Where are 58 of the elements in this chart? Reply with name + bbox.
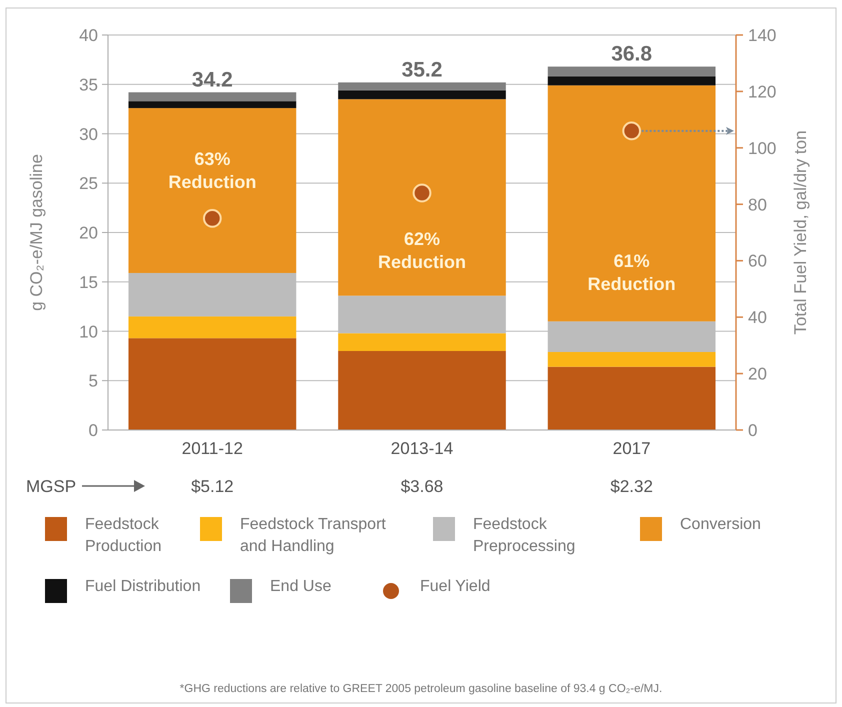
y2-tick-label: 100 — [748, 138, 776, 158]
bar — [338, 351, 506, 430]
bar — [128, 92, 296, 102]
legend-label: Fuel Yield — [420, 578, 490, 595]
legend-label: Conversion — [680, 516, 761, 533]
bar — [128, 316, 296, 338]
point — [202, 209, 222, 228]
annotation: 63% Reduction — [168, 149, 256, 192]
bar — [338, 99, 506, 296]
total-label: 34.2 — [192, 68, 233, 92]
bar — [128, 108, 296, 273]
text: $2.32 — [610, 477, 653, 496]
bar — [548, 366, 716, 430]
bar — [128, 101, 296, 108]
bar — [338, 90, 506, 100]
y2-tick-label: 20 — [748, 364, 767, 384]
bar — [548, 352, 716, 367]
text: $5.12 — [191, 477, 234, 496]
y2-tick-label: 120 — [748, 82, 776, 102]
y2-tick-label: 40 — [748, 308, 767, 328]
y2-tick-label: 140 — [748, 26, 776, 45]
y2-tick-label: 80 — [748, 195, 767, 214]
total-label: 35.2 — [402, 58, 442, 82]
text: *GHG reductions are relative to GREET 2005 petroleum gasoline baseline of 93.4 g CO₂-e/MJ. — [180, 683, 662, 695]
text: $3.68 — [400, 477, 444, 496]
y-tick-label: 15 — [79, 272, 98, 292]
bar — [338, 82, 506, 90]
bar — [548, 66, 716, 76]
legend-label: End Use — [270, 578, 332, 595]
total-label: 36.8 — [611, 42, 652, 66]
legend-label: Feedstock Preprocessing — [473, 516, 576, 555]
y-tick-label: 30 — [79, 124, 98, 144]
bar — [548, 85, 716, 322]
y-tick-label: 10 — [79, 322, 98, 342]
y2-tick-label: 0 — [748, 421, 758, 440]
x-tick-label: 2013-14 — [390, 439, 454, 458]
y-tick-label: 5 — [88, 372, 98, 391]
y-axis-title: g CO₂-e/MJ gasoline — [27, 154, 46, 311]
y-tick-label: 20 — [79, 224, 98, 242]
bar — [548, 76, 716, 86]
y2-tick-label: 60 — [748, 252, 767, 271]
annotation: 61% Reduction — [588, 251, 676, 294]
legend-label: Feedstock Transport and Handling — [240, 516, 386, 555]
text: MGSP — [26, 477, 76, 496]
legend-label: Feedstock Production — [85, 516, 162, 555]
point — [412, 184, 432, 202]
y-tick-label: 0 — [88, 421, 98, 440]
legend-label: Fuel Distribution — [85, 578, 201, 595]
x-tick-label: 2011-12 — [182, 439, 243, 458]
y2-axis-title: Total Fuel Yield, gal/dry ton — [791, 130, 810, 335]
y-tick-label: 35 — [79, 75, 98, 94]
bar — [338, 333, 506, 351]
y-tick-label: 25 — [79, 174, 98, 194]
point — [622, 122, 642, 140]
bar — [128, 338, 296, 430]
annotation: 62% Reduction — [378, 229, 466, 272]
x-tick-label: 2017 — [612, 439, 651, 458]
y-tick-label: 40 — [79, 26, 98, 45]
